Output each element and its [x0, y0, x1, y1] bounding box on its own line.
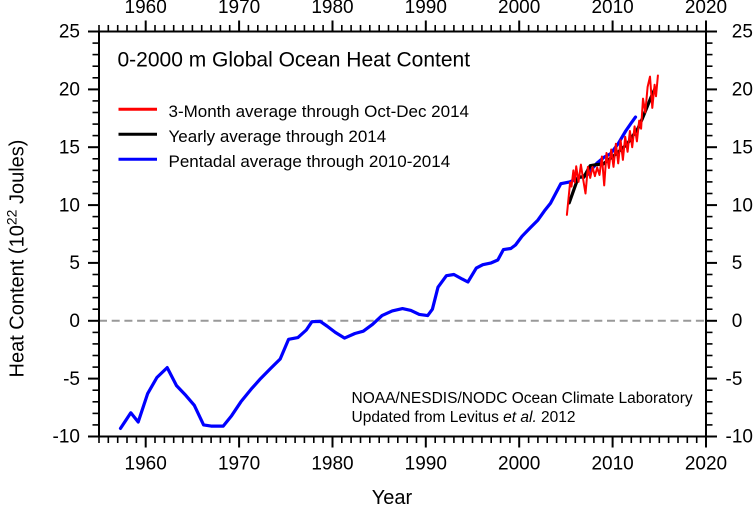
svg-text:5: 5: [69, 253, 80, 274]
svg-text:2010: 2010: [591, 454, 633, 475]
svg-text:2000: 2000: [498, 0, 540, 18]
svg-text:Updated from Levitus et al. 20: Updated from Levitus et al. 2012: [352, 409, 576, 426]
svg-text:0-2000 m Global Ocean Heat Con: 0-2000 m Global Ocean Heat Content: [118, 49, 471, 72]
svg-text:0: 0: [732, 311, 743, 332]
svg-text:2020: 2020: [685, 0, 727, 18]
svg-text:NOAA/NESDIS/NODC Ocean Climate: NOAA/NESDIS/NODC Ocean Climate Laborator…: [352, 390, 693, 407]
svg-text:1960: 1960: [125, 454, 167, 475]
svg-text:Yearly average through 2014: Yearly average through 2014: [169, 127, 387, 146]
svg-text:Heat Content (1022 Joules): Heat Content (1022 Joules): [4, 140, 29, 378]
svg-text:2020: 2020: [685, 454, 727, 475]
svg-text:-10: -10: [726, 427, 753, 448]
svg-text:0: 0: [69, 311, 80, 332]
svg-text:15: 15: [59, 137, 80, 158]
svg-text:2010: 2010: [591, 0, 633, 18]
svg-text:Pentadal average through 2010-: Pentadal average through 2010-2014: [169, 152, 451, 171]
svg-text:1990: 1990: [405, 0, 447, 18]
svg-text:-10: -10: [53, 427, 80, 448]
svg-text:10: 10: [59, 195, 80, 216]
svg-text:-5: -5: [63, 369, 80, 390]
svg-text:Year: Year: [372, 487, 413, 506]
svg-text:2000: 2000: [498, 454, 540, 475]
svg-text:1970: 1970: [218, 454, 260, 475]
svg-text:1990: 1990: [405, 454, 447, 475]
svg-text:1980: 1980: [311, 454, 353, 475]
svg-text:20: 20: [732, 80, 753, 101]
svg-text:10: 10: [732, 195, 753, 216]
svg-text:25: 25: [732, 22, 753, 43]
svg-text:1960: 1960: [125, 0, 167, 18]
svg-text:1970: 1970: [218, 0, 260, 18]
svg-text:1980: 1980: [311, 0, 353, 18]
svg-text:-5: -5: [726, 369, 743, 390]
svg-text:15: 15: [732, 137, 753, 158]
svg-text:20: 20: [59, 80, 80, 101]
svg-text:3-Month average through Oct-De: 3-Month average through Oct-Dec 2014: [169, 102, 470, 121]
svg-text:25: 25: [59, 22, 80, 43]
svg-text:5: 5: [732, 253, 743, 274]
